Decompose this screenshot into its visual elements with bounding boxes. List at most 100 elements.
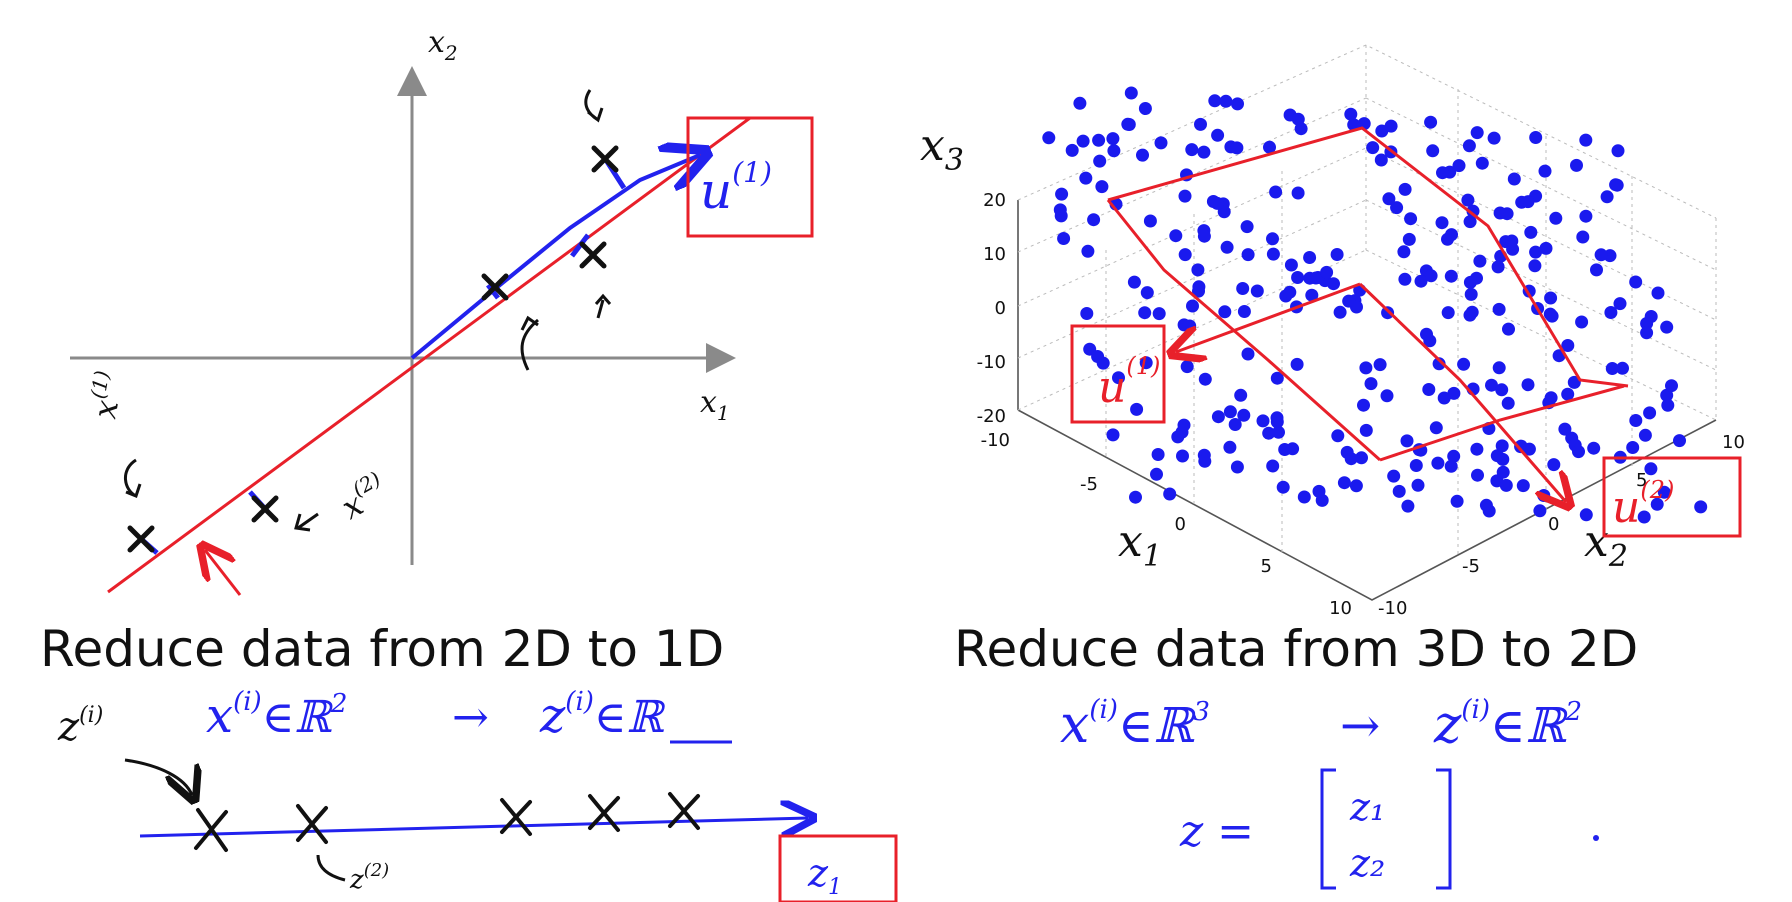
scatter-point [1237, 305, 1251, 318]
u1-3d-label-box [1070, 324, 1166, 424]
scatter-point [1650, 497, 1664, 511]
scatter-point [1492, 302, 1506, 316]
scatter-point [1382, 192, 1396, 206]
scatter-point [1660, 388, 1674, 402]
scatter-point [1139, 356, 1153, 370]
scatter-point [1502, 322, 1515, 336]
scatter-point [1291, 271, 1305, 284]
scatter-point [1521, 195, 1535, 209]
x1-axis-label-3d: x1 [1118, 516, 1162, 574]
scatter-point [1191, 263, 1205, 277]
x1-axis-ticks: -10 -5 0 5 10 [981, 430, 1352, 619]
scatter-point [1380, 389, 1394, 403]
u1-3d-label: u(1) [1098, 352, 1160, 413]
scatter-point [1500, 207, 1514, 221]
scatter-point [1305, 288, 1319, 302]
svg-text:x(i)∈ℝ2: x(i)∈ℝ2 [206, 687, 347, 744]
scatter-point [1402, 232, 1416, 246]
scatter-point [1154, 136, 1168, 150]
scatter-point [1192, 284, 1205, 298]
scatter-point [1609, 178, 1623, 192]
scatter-point [1138, 306, 1152, 320]
scatter-point [1373, 358, 1387, 372]
scatter-point [1198, 372, 1212, 386]
scatter-point [1055, 187, 1069, 201]
scatter-point [1429, 421, 1443, 435]
scatter-point [1594, 248, 1608, 262]
scatter-point [1638, 428, 1652, 442]
scatter-point [1236, 282, 1250, 295]
scatter-point [1344, 107, 1358, 121]
scatter-point [1561, 387, 1575, 401]
scatter-point [1106, 428, 1120, 442]
scatter-point [1197, 145, 1211, 159]
scatter-point [1364, 377, 1378, 391]
red-pointer-arrow [205, 550, 242, 596]
z-axis-ticks: 20 10 0 -10 -20 [977, 190, 1006, 427]
data-point-x-marker [127, 525, 155, 553]
projected-point-marker [668, 792, 700, 830]
svg-text:z₁: z₁ [1349, 785, 1385, 829]
scatter-point [1590, 263, 1603, 277]
projected-point-marker [194, 808, 228, 852]
right-3d-plot: 20 10 0 -10 -20 -10 -5 0 5 10 -10 -5 0 5… [920, 44, 1745, 619]
scatter-point [1436, 166, 1449, 180]
scatter-point [1344, 452, 1358, 466]
scatter-point [1529, 131, 1543, 144]
scatter-point [1561, 339, 1575, 352]
point-label-x2: x(2) [333, 466, 395, 526]
scatter-point [1266, 232, 1279, 246]
svg-text:5: 5 [1636, 470, 1647, 491]
projected-point-marker [296, 804, 328, 844]
scatter-point [1284, 258, 1298, 272]
scatter-point [1206, 195, 1220, 208]
scatter-point [1291, 186, 1305, 200]
scatter-point [1528, 259, 1542, 273]
scatter-point [1081, 244, 1095, 258]
z-i-label: z(i) [57, 703, 103, 750]
mapping-2d-to-1d: x(i)∈ℝ2 → z(i)∈ℝ [206, 687, 732, 744]
scatter-point [1218, 305, 1232, 319]
scatter-point [1270, 415, 1284, 429]
scatter-point [1337, 476, 1351, 490]
u1-label: u(1) [700, 156, 772, 220]
scatter-point [1150, 467, 1163, 481]
scatter-point [1092, 133, 1106, 147]
scatter-point [1121, 117, 1135, 131]
scatter-point [1290, 357, 1304, 371]
svg-text:5: 5 [1261, 556, 1272, 577]
scatter-point [1567, 375, 1581, 389]
scatter-point [1521, 378, 1535, 392]
scatter-point [1611, 144, 1625, 158]
scatter-point [1463, 308, 1477, 322]
scatter-point [1475, 156, 1489, 170]
z1-label: z1 [807, 851, 842, 900]
scatter-point [1127, 275, 1141, 289]
scatter-point [1349, 479, 1363, 493]
plot-box [1017, 200, 1717, 601]
scatter-point [1398, 272, 1412, 286]
scatter-point [1651, 286, 1665, 300]
scatter-point [1462, 139, 1476, 153]
scatter-point [1673, 434, 1686, 448]
scatter-point [1223, 405, 1237, 419]
left-bracket [1320, 768, 1336, 890]
scatter-point [1424, 269, 1438, 283]
scatter-point [1106, 132, 1120, 146]
scatter-point [1522, 442, 1536, 456]
data-point-x-marker [251, 495, 279, 523]
scatter-point [1463, 275, 1477, 289]
point-label-x1: x(1) [83, 369, 131, 422]
scatter-point [1169, 229, 1183, 243]
scatter-point [1042, 131, 1056, 145]
x1-axis-label: x1 [700, 385, 730, 425]
scatter-point [1230, 141, 1244, 155]
scatter-point [1197, 229, 1211, 243]
svg-text:0: 0 [1548, 514, 1559, 535]
scatter-point [1291, 112, 1305, 126]
scatter-point [1057, 232, 1071, 245]
scatter-point [1130, 402, 1144, 416]
scatter-point [1073, 96, 1087, 110]
svg-text:20: 20 [983, 190, 1006, 211]
